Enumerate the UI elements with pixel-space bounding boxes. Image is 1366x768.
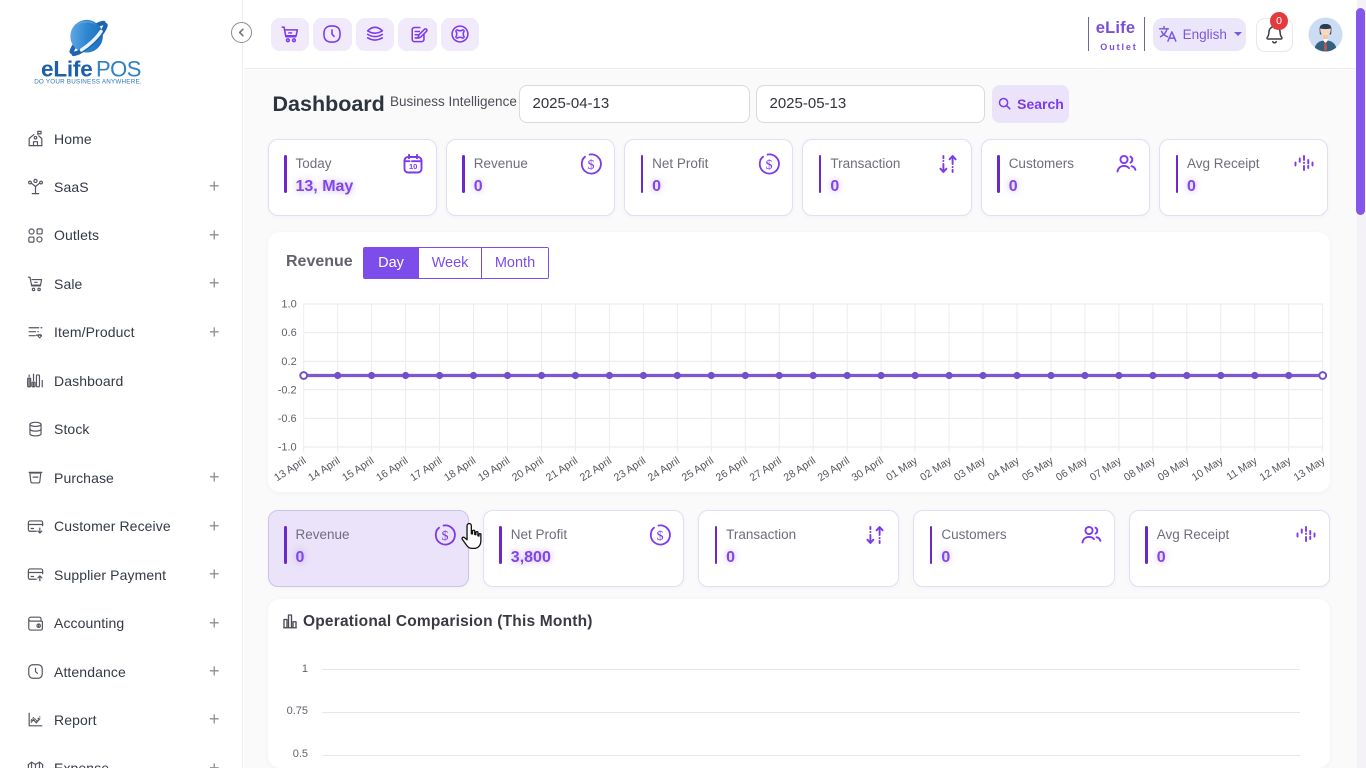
svg-text:-0.6: -0.6 bbox=[277, 413, 296, 425]
svg-text:$: $ bbox=[766, 158, 773, 173]
svg-text:15 April: 15 April bbox=[340, 455, 376, 484]
svg-text:10 May: 10 May bbox=[1189, 454, 1225, 483]
svg-text:27 April: 27 April bbox=[747, 455, 783, 484]
svg-text:28 April: 28 April bbox=[781, 455, 817, 484]
svg-text:DO YOUR BUSINESS ANYWHERE.: DO YOUR BUSINESS ANYWHERE. bbox=[34, 79, 142, 86]
svg-text:02 May: 02 May bbox=[918, 454, 954, 483]
svg-text:12 May: 12 May bbox=[1257, 454, 1293, 483]
svg-text:0.6: 0.6 bbox=[281, 327, 296, 339]
svg-text:POS: POS bbox=[96, 57, 141, 82]
svg-text:09 May: 09 May bbox=[1155, 454, 1191, 483]
svg-text:25 April: 25 April bbox=[679, 455, 715, 484]
svg-text:10: 10 bbox=[409, 162, 417, 171]
svg-text:20 April: 20 April bbox=[509, 455, 545, 484]
svg-text:0.2: 0.2 bbox=[281, 356, 296, 368]
svg-text:06 May: 06 May bbox=[1053, 454, 1089, 483]
svg-text:-0.2: -0.2 bbox=[277, 384, 296, 396]
svg-text:13 April: 13 April bbox=[272, 455, 308, 484]
svg-text:$: $ bbox=[588, 158, 595, 173]
svg-text:22 April: 22 April bbox=[577, 455, 613, 484]
svg-text:24 April: 24 April bbox=[645, 455, 681, 484]
svg-text:08 May: 08 May bbox=[1121, 454, 1157, 483]
svg-text:18 April: 18 April bbox=[441, 455, 477, 484]
svg-text:17 April: 17 April bbox=[408, 455, 444, 484]
svg-text:eLife: eLife bbox=[41, 57, 93, 82]
svg-text:03 May: 03 May bbox=[951, 454, 987, 483]
svg-text:-1.0: -1.0 bbox=[277, 442, 296, 454]
svg-text:01 May: 01 May bbox=[884, 454, 920, 483]
svg-text:05 May: 05 May bbox=[1019, 454, 1055, 483]
svg-text:04 May: 04 May bbox=[985, 454, 1021, 483]
svg-text:07 May: 07 May bbox=[1087, 454, 1123, 483]
svg-text:1.0: 1.0 bbox=[281, 299, 296, 311]
svg-text:19 April: 19 April bbox=[475, 455, 511, 484]
svg-text:11 May: 11 May bbox=[1224, 454, 1260, 483]
svg-text:26 April: 26 April bbox=[713, 455, 749, 484]
svg-text:$: $ bbox=[441, 529, 448, 544]
svg-text:23 April: 23 April bbox=[611, 455, 647, 484]
svg-text:21 April: 21 April bbox=[543, 455, 579, 484]
svg-text:$: $ bbox=[657, 529, 664, 544]
svg-text:16 April: 16 April bbox=[374, 455, 410, 484]
svg-text:30 April: 30 April bbox=[849, 455, 885, 484]
svg-text:13 May: 13 May bbox=[1291, 454, 1327, 483]
svg-text:29 April: 29 April bbox=[815, 455, 851, 484]
svg-text:14 April: 14 April bbox=[306, 455, 342, 484]
